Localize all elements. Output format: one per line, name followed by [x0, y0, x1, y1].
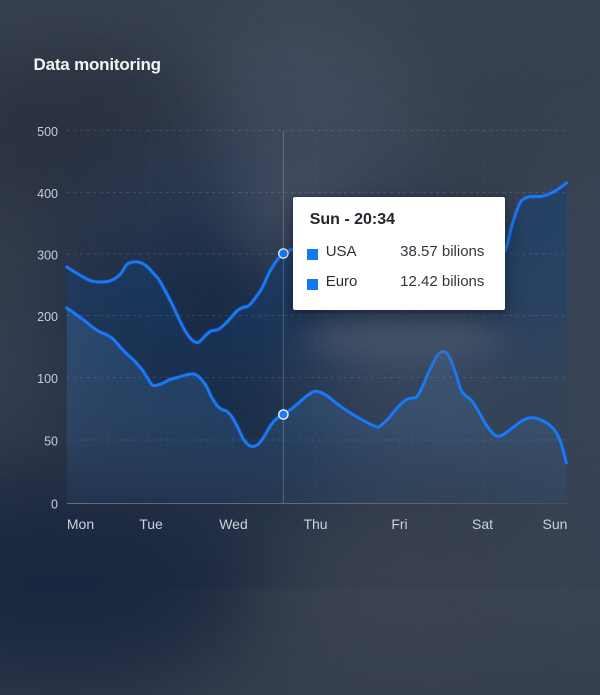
svg-text:Fri: Fri	[391, 516, 407, 532]
svg-text:Mon: Mon	[67, 516, 94, 532]
svg-text:500: 500	[37, 125, 58, 139]
svg-text:300: 300	[37, 249, 58, 263]
svg-text:Sun: Sun	[543, 516, 568, 532]
svg-text:100: 100	[37, 372, 58, 386]
svg-text:0: 0	[51, 498, 58, 512]
svg-text:200: 200	[37, 310, 58, 324]
svg-text:Thu: Thu	[303, 516, 327, 532]
svg-text:400: 400	[37, 187, 58, 201]
svg-text:Tue: Tue	[139, 516, 163, 532]
svg-text:Wed: Wed	[219, 516, 248, 532]
svg-text:Sat: Sat	[472, 516, 493, 532]
svg-text:50: 50	[44, 435, 58, 449]
